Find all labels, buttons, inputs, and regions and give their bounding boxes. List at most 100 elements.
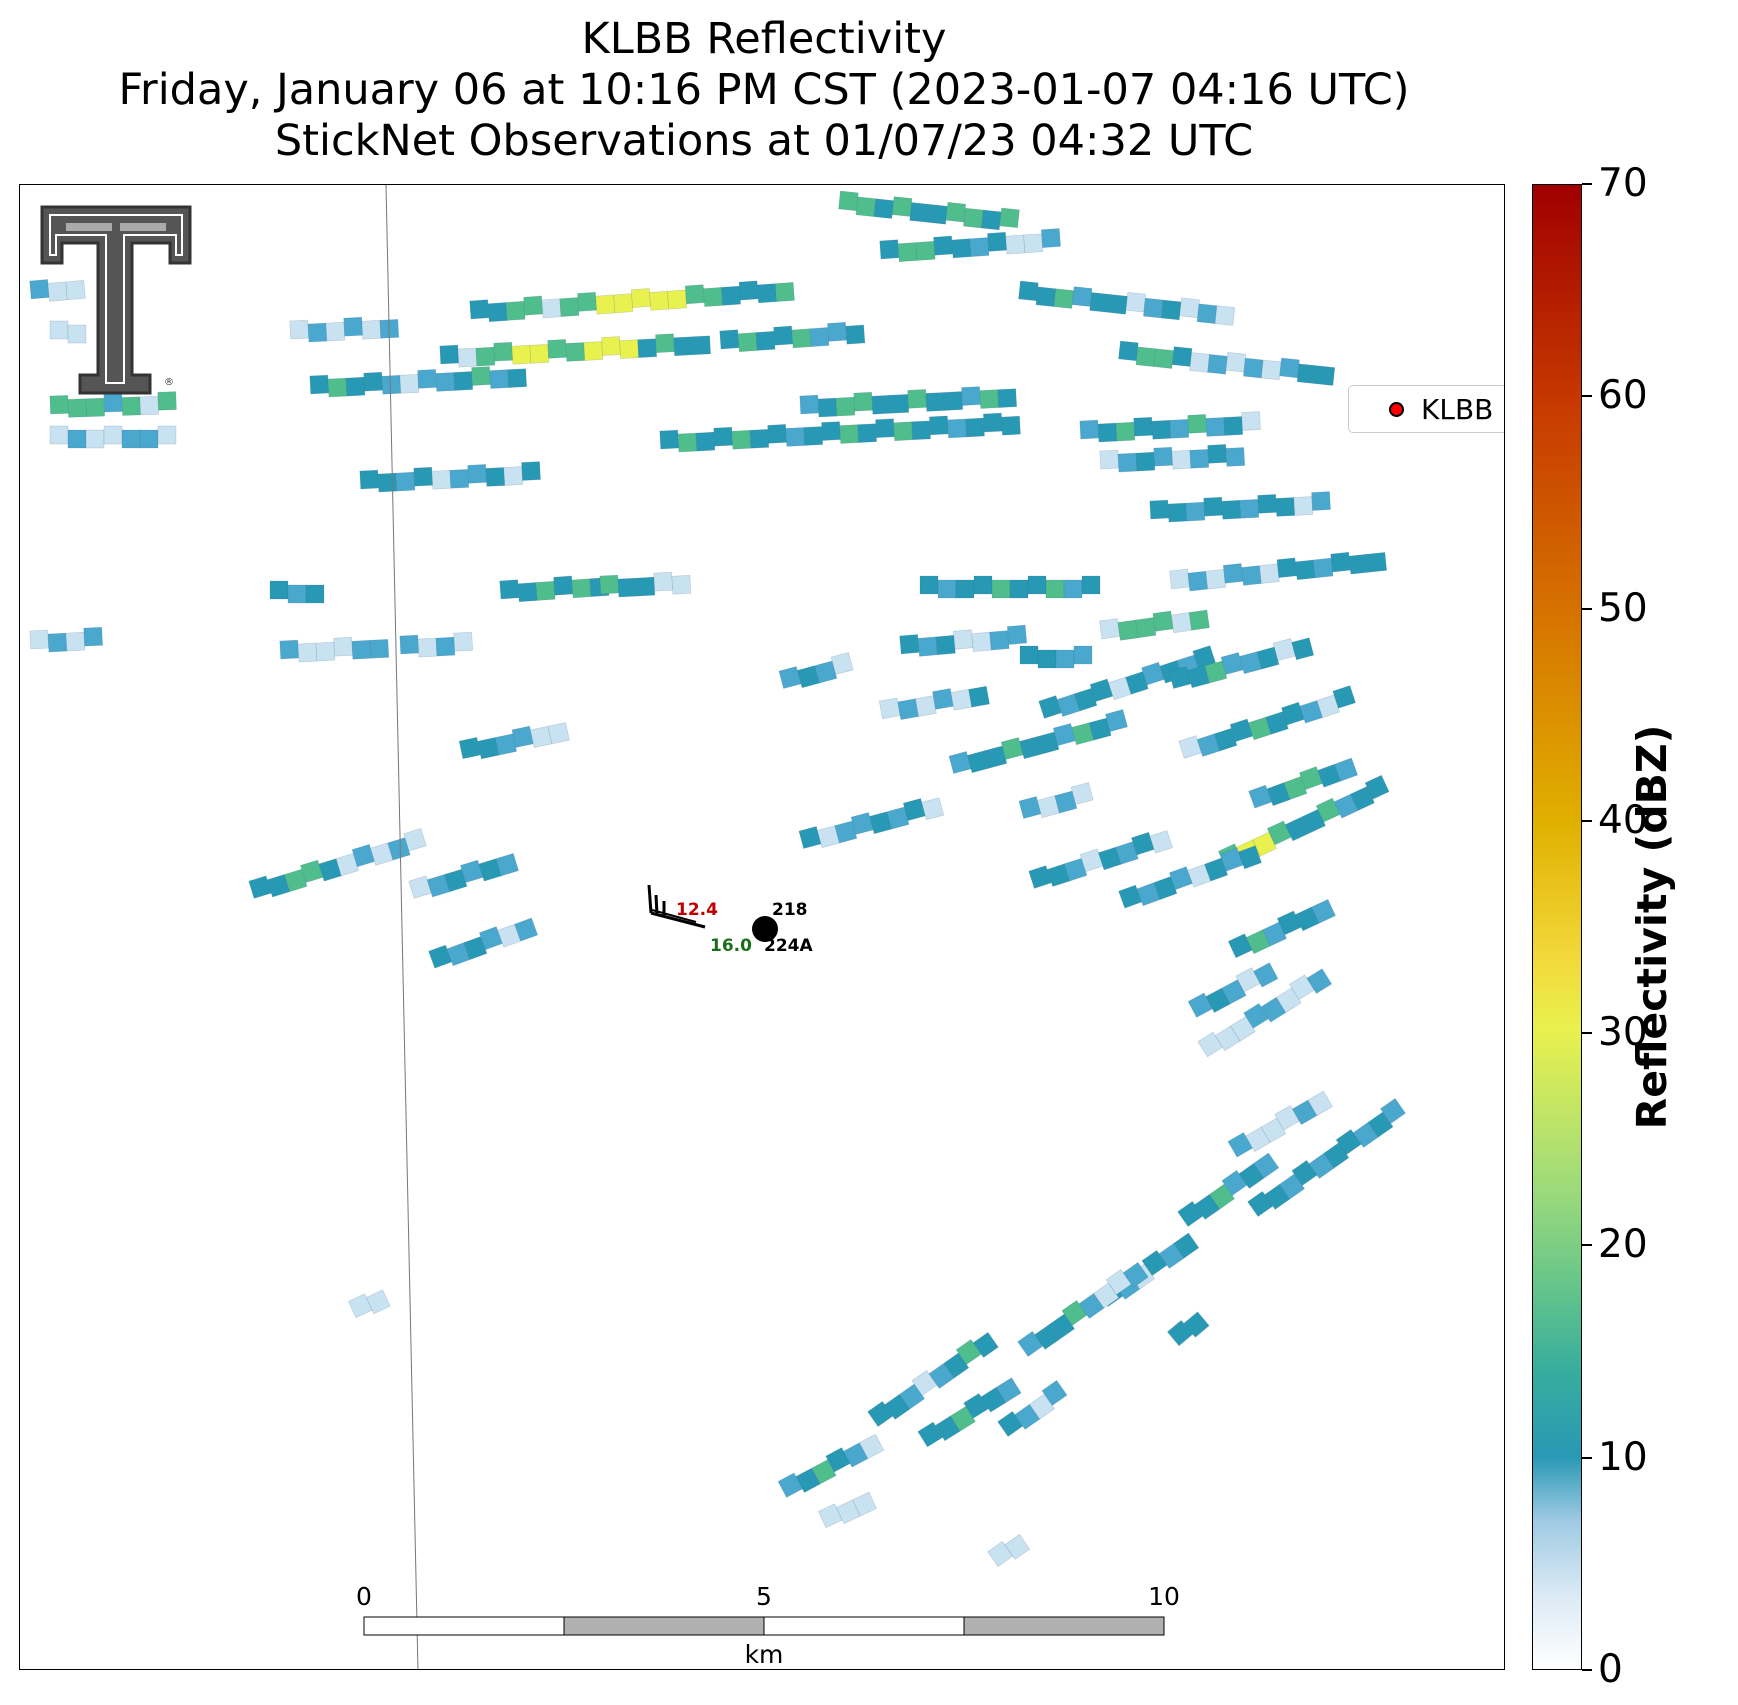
reflectivity-gate: [1179, 297, 1200, 319]
reflectivity-gate: [1169, 419, 1190, 439]
reflectivity-gate-cluster: [1099, 609, 1210, 641]
reflectivity-gate: [503, 466, 524, 486]
figure-title: KLBB Reflectivity Friday, January 06 at …: [0, 14, 1528, 167]
reflectivity-gate: [449, 469, 470, 489]
reflectivity-gate: [1009, 579, 1029, 599]
reflectivity-gate: [1005, 234, 1026, 255]
reflectivity-gate: [1187, 414, 1207, 434]
reflectivity-gate: [1167, 502, 1188, 523]
colorbar-tick-label: 0: [1598, 1647, 1623, 1692]
reflectivity-gate: [891, 196, 913, 217]
reflectivity-gate: [1133, 416, 1153, 437]
reflectivity-gate: [1173, 1232, 1200, 1259]
reflectivity-gate-cluster: [1018, 280, 1236, 326]
reflectivity-gate: [1203, 496, 1223, 517]
reflectivity-gate: [619, 339, 639, 359]
reflectivity-gate: [49, 395, 69, 415]
reflectivity-gate: [1160, 299, 1182, 321]
reflectivity-gate-cluster: [1079, 411, 1261, 443]
reflectivity-gate-cluster: [279, 636, 390, 663]
colorbar-tick-label: 40: [1598, 797, 1648, 843]
reflectivity-gate: [809, 327, 830, 347]
wind-barb-shaft: [650, 911, 706, 929]
reflectivity-gate: [713, 426, 733, 447]
reflectivity-gate: [103, 425, 123, 445]
reflectivity-gate: [968, 685, 990, 708]
reflectivity-gate-cluster: [359, 461, 541, 493]
reflectivity-gate-cluster: [1017, 1261, 1149, 1357]
reflectivity-gate: [489, 369, 509, 389]
scale-bar-segment-2: [563, 1616, 765, 1636]
reflectivity-gate: [879, 239, 900, 260]
reflectivity-gate-cluster: [1178, 685, 1356, 759]
reflectivity-gate: [511, 344, 532, 365]
reflectivity-gate: [47, 632, 68, 653]
scale-bar-segment-1: [363, 1616, 565, 1636]
wind-barb-shaft-2: [651, 909, 697, 923]
colorbar-tick-label: 50: [1598, 585, 1648, 631]
reflectivity-gate: [395, 471, 416, 492]
reflectivity-gate: [1275, 497, 1296, 517]
reflectivity-gate: [435, 372, 456, 392]
reflectivity-gate: [458, 736, 481, 760]
reflectivity-gate: [553, 575, 574, 596]
reflectivity-gate: [830, 652, 854, 675]
reflectivity-gate: [989, 630, 1010, 651]
colorbar-tick-label: 20: [1598, 1222, 1648, 1268]
reflectivity-gate: [381, 374, 402, 395]
reflectivity-gate: [755, 330, 776, 351]
reflectivity-gate: [983, 412, 1003, 433]
reflectivity-bins: [29, 190, 1406, 1567]
reflectivity-gate: [103, 393, 123, 413]
scale-label-5: 5: [756, 1582, 772, 1611]
reflectivity-gate: [972, 1331, 999, 1358]
reflectivity-gate: [505, 300, 526, 321]
reflectivity-gate: [287, 584, 307, 604]
reflectivity-gate-cluster: [867, 1331, 999, 1427]
reflectivity-gate-cluster: [399, 631, 473, 658]
reflectivity-gate: [475, 346, 496, 367]
reflectivity-gate: [309, 374, 330, 395]
reflectivity-gate: [971, 631, 992, 652]
reflectivity-gate: [935, 634, 956, 656]
reflectivity-gate: [915, 240, 936, 261]
reflectivity-gate: [1253, 1152, 1280, 1179]
reflectivity-gate: [1171, 449, 1192, 470]
reflectivity-gate: [927, 204, 948, 225]
reflectivity-gate: [1151, 419, 1172, 440]
reflectivity-gate: [731, 429, 752, 450]
reflectivity-gate: [343, 316, 363, 337]
reflectivity-gate: [921, 797, 945, 821]
reflectivity-gate-cluster: [948, 709, 1128, 774]
reflectivity-gate-cluster: [1169, 551, 1388, 592]
colorbar-tick: [1582, 395, 1592, 398]
reflectivity-gate: [499, 579, 520, 600]
scale-label-10: 10: [1148, 1582, 1180, 1611]
texas-tech-double-t-logo: ®: [40, 205, 192, 395]
reflectivity-gate-cluster: [29, 279, 86, 302]
reflectivity-gate: [469, 299, 490, 320]
reflectivity-gate: [1081, 575, 1101, 595]
reflectivity-gate: [399, 374, 420, 394]
reflectivity-gate: [817, 397, 838, 418]
station-id-top: 218: [772, 900, 808, 920]
reflectivity-gate: [721, 285, 741, 306]
reflectivity-gate: [925, 392, 946, 412]
reflectivity-gate: [1279, 357, 1300, 379]
reflectivity-gate: [953, 629, 974, 650]
reflectivity-gate: [1006, 624, 1028, 645]
reflectivity-gate: [909, 202, 930, 223]
reflectivity-gate: [1330, 551, 1351, 573]
reflectivity-gate: [1004, 1533, 1031, 1560]
reflectivity-gate: [157, 425, 177, 445]
reflectivity-gate-cluster: [1248, 757, 1359, 809]
reflectivity-gate: [1257, 494, 1277, 514]
reflectivity-gate: [756, 283, 777, 304]
colorbar-tick-label: 30: [1598, 1010, 1648, 1056]
reflectivity-gate: [1045, 579, 1065, 599]
reflectivity-gate: [1259, 563, 1280, 584]
reflectivity-gate: [1079, 419, 1100, 440]
reflectivity-gate: [327, 377, 348, 398]
reflectivity-gate: [471, 366, 491, 386]
reflectivity-gate-cluster: [499, 575, 610, 603]
